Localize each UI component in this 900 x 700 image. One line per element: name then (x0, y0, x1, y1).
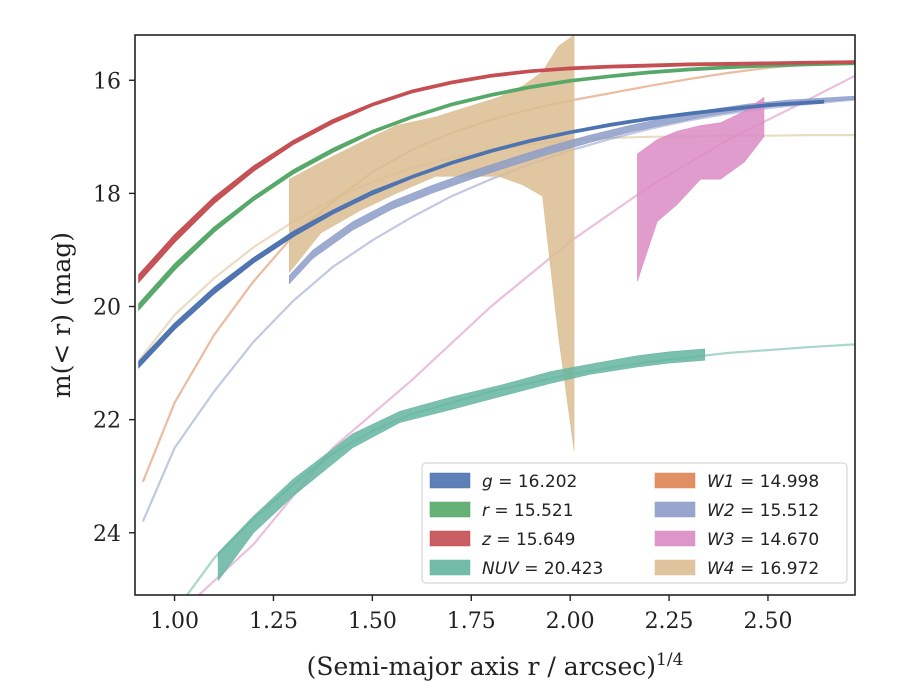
legend-label-w2: W2 = 15.512 (707, 501, 819, 521)
legend-box (421, 462, 848, 584)
legend: g = 16.202 r = 15.521 z = 15.649 NUV = 20.4… (421, 462, 848, 584)
x-tick-label: 2.25 (645, 609, 694, 634)
y-tick-label: 20 (93, 296, 121, 321)
plot-frame (134, 34, 856, 596)
x-tick-label: 2.50 (743, 609, 792, 634)
profile-band-w3 (637, 96, 765, 282)
y-axis-label: m(< r) (mag) (47, 232, 76, 398)
profile-band-z (138, 60, 855, 284)
x-tick-label: 1.00 (150, 609, 199, 634)
y-tick-label: 24 (93, 522, 121, 547)
y-tick-label: 22 (93, 409, 121, 434)
legend-label-w3: W3 = 14.670 (707, 530, 819, 550)
legend-swatch-w1 (654, 472, 696, 489)
legend-label-z: z = 15.649 (481, 530, 575, 550)
x-tick-label: 1.75 (447, 609, 496, 634)
x-axis-label: (Semi-major axis r / arcsec)1/4 (307, 650, 684, 681)
legend-swatch-w4 (654, 559, 696, 576)
profile-band-w2 (289, 95, 855, 285)
legend-swatch-nuv (429, 559, 471, 576)
legend-swatch-z (429, 530, 471, 547)
legend-label-w4: W4 = 16.972 (707, 559, 819, 579)
x-tick-label: 1.50 (348, 609, 397, 634)
legend-label-nuv: NUV = 20.423 (482, 559, 603, 579)
legend-label-w1: W1 = 14.998 (707, 472, 819, 492)
axis-ticks: 1.00 1.25 1.50 1.75 2.00 2.25 2.50 16 18 20 22 24 (93, 69, 792, 634)
legend-swatch-w3 (654, 530, 696, 547)
legend-swatch-r (429, 501, 471, 518)
legend-swatch-g (429, 472, 471, 489)
y-tick-label: 16 (93, 69, 121, 94)
profile-band-g (138, 99, 825, 369)
legend-label-g: g = 16.202 (482, 472, 577, 492)
model-line-w2 (141, 98, 855, 522)
legend-swatch-w2 (654, 501, 696, 518)
legend-label-r: r = 15.521 (482, 501, 574, 521)
x-tick-label: 1.25 (249, 609, 298, 634)
profile-band-nuv (217, 348, 705, 582)
x-tick-label: 2.00 (546, 609, 595, 634)
profile-band-r (138, 61, 855, 312)
y-tick-label: 18 (93, 182, 121, 207)
profile-band-w4 (289, 35, 575, 451)
